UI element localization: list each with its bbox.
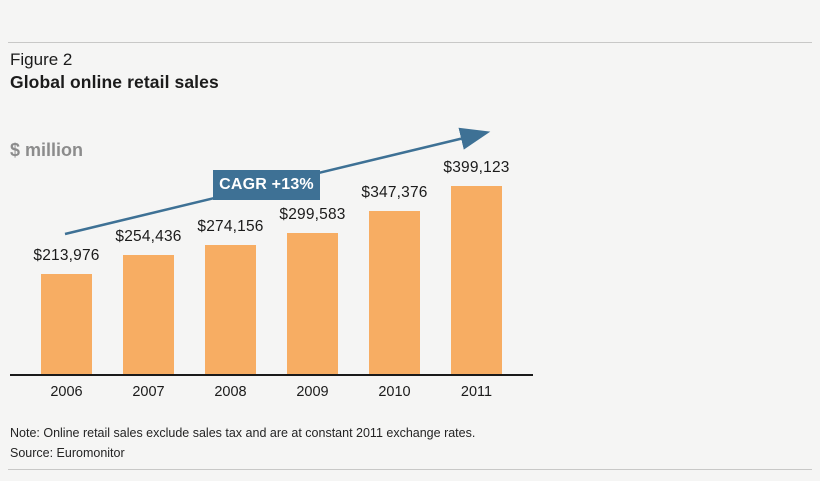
x-tick-label-2006: 2006 (50, 384, 83, 400)
bar-2007 (123, 255, 174, 375)
bar-2011 (451, 186, 502, 375)
bar-2009 (287, 233, 338, 375)
bar-2008 (205, 245, 256, 375)
bar-value-label-2006: $213,976 (33, 247, 100, 264)
x-tick-label-2010: 2010 (378, 384, 411, 400)
figure-title: Global online retail sales (10, 72, 219, 92)
figure-label: Figure 2 (10, 50, 73, 69)
bar-value-label-2010: $347,376 (361, 184, 428, 201)
bar-2010 (369, 211, 420, 375)
cagr-badge: CAGR +13% (213, 170, 320, 200)
source-credit: Source: Euromonitor (10, 446, 125, 460)
bar-value-label-2009: $299,583 (279, 206, 346, 223)
x-tick-label-2009: 2009 (296, 384, 329, 400)
x-tick-label-2007: 2007 (132, 384, 165, 400)
bar-2006 (41, 274, 92, 375)
bottom-divider (8, 469, 812, 470)
bar-value-label-2011: $399,123 (443, 159, 510, 176)
footnote: Note: Online retail sales exclude sales … (10, 426, 476, 440)
top-divider (8, 42, 812, 43)
x-axis-line (10, 374, 533, 376)
x-tick-label-2008: 2008 (214, 384, 247, 400)
x-tick-label-2011: 2011 (460, 384, 493, 400)
